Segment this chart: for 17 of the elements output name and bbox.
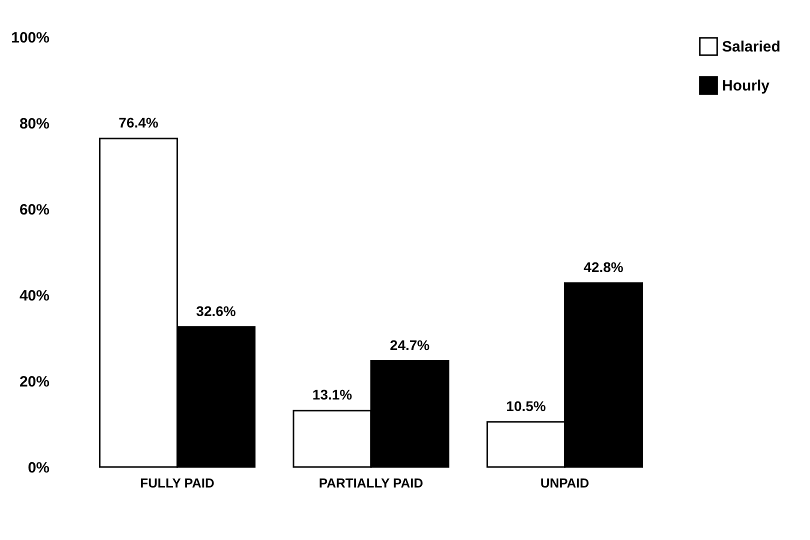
y-tick-label: 40% — [19, 288, 50, 304]
y-tick-label: 60% — [19, 202, 50, 218]
data-label: 32.6% — [196, 302, 236, 319]
y-tick-label: 0% — [28, 460, 50, 476]
x-tick-label: PARTIALLY PAID — [318, 476, 424, 490]
data-label: 13.1% — [312, 386, 353, 403]
legend-label: Salaried — [722, 38, 780, 56]
legend-label: Hourly — [722, 78, 770, 94]
x-tick-label: UNPAID — [540, 476, 590, 490]
x-tick-label: FULLY PAID — [140, 476, 214, 490]
y-tick-label: 20% — [19, 374, 50, 390]
data-label: 24.7% — [390, 336, 430, 353]
data-label: 42.8% — [584, 258, 624, 275]
data-label: 10.5% — [506, 398, 546, 414]
data-label: 76.4% — [118, 114, 159, 130]
y-tick-label: 80% — [19, 116, 50, 132]
y-tick-label: 100% — [11, 30, 50, 46]
